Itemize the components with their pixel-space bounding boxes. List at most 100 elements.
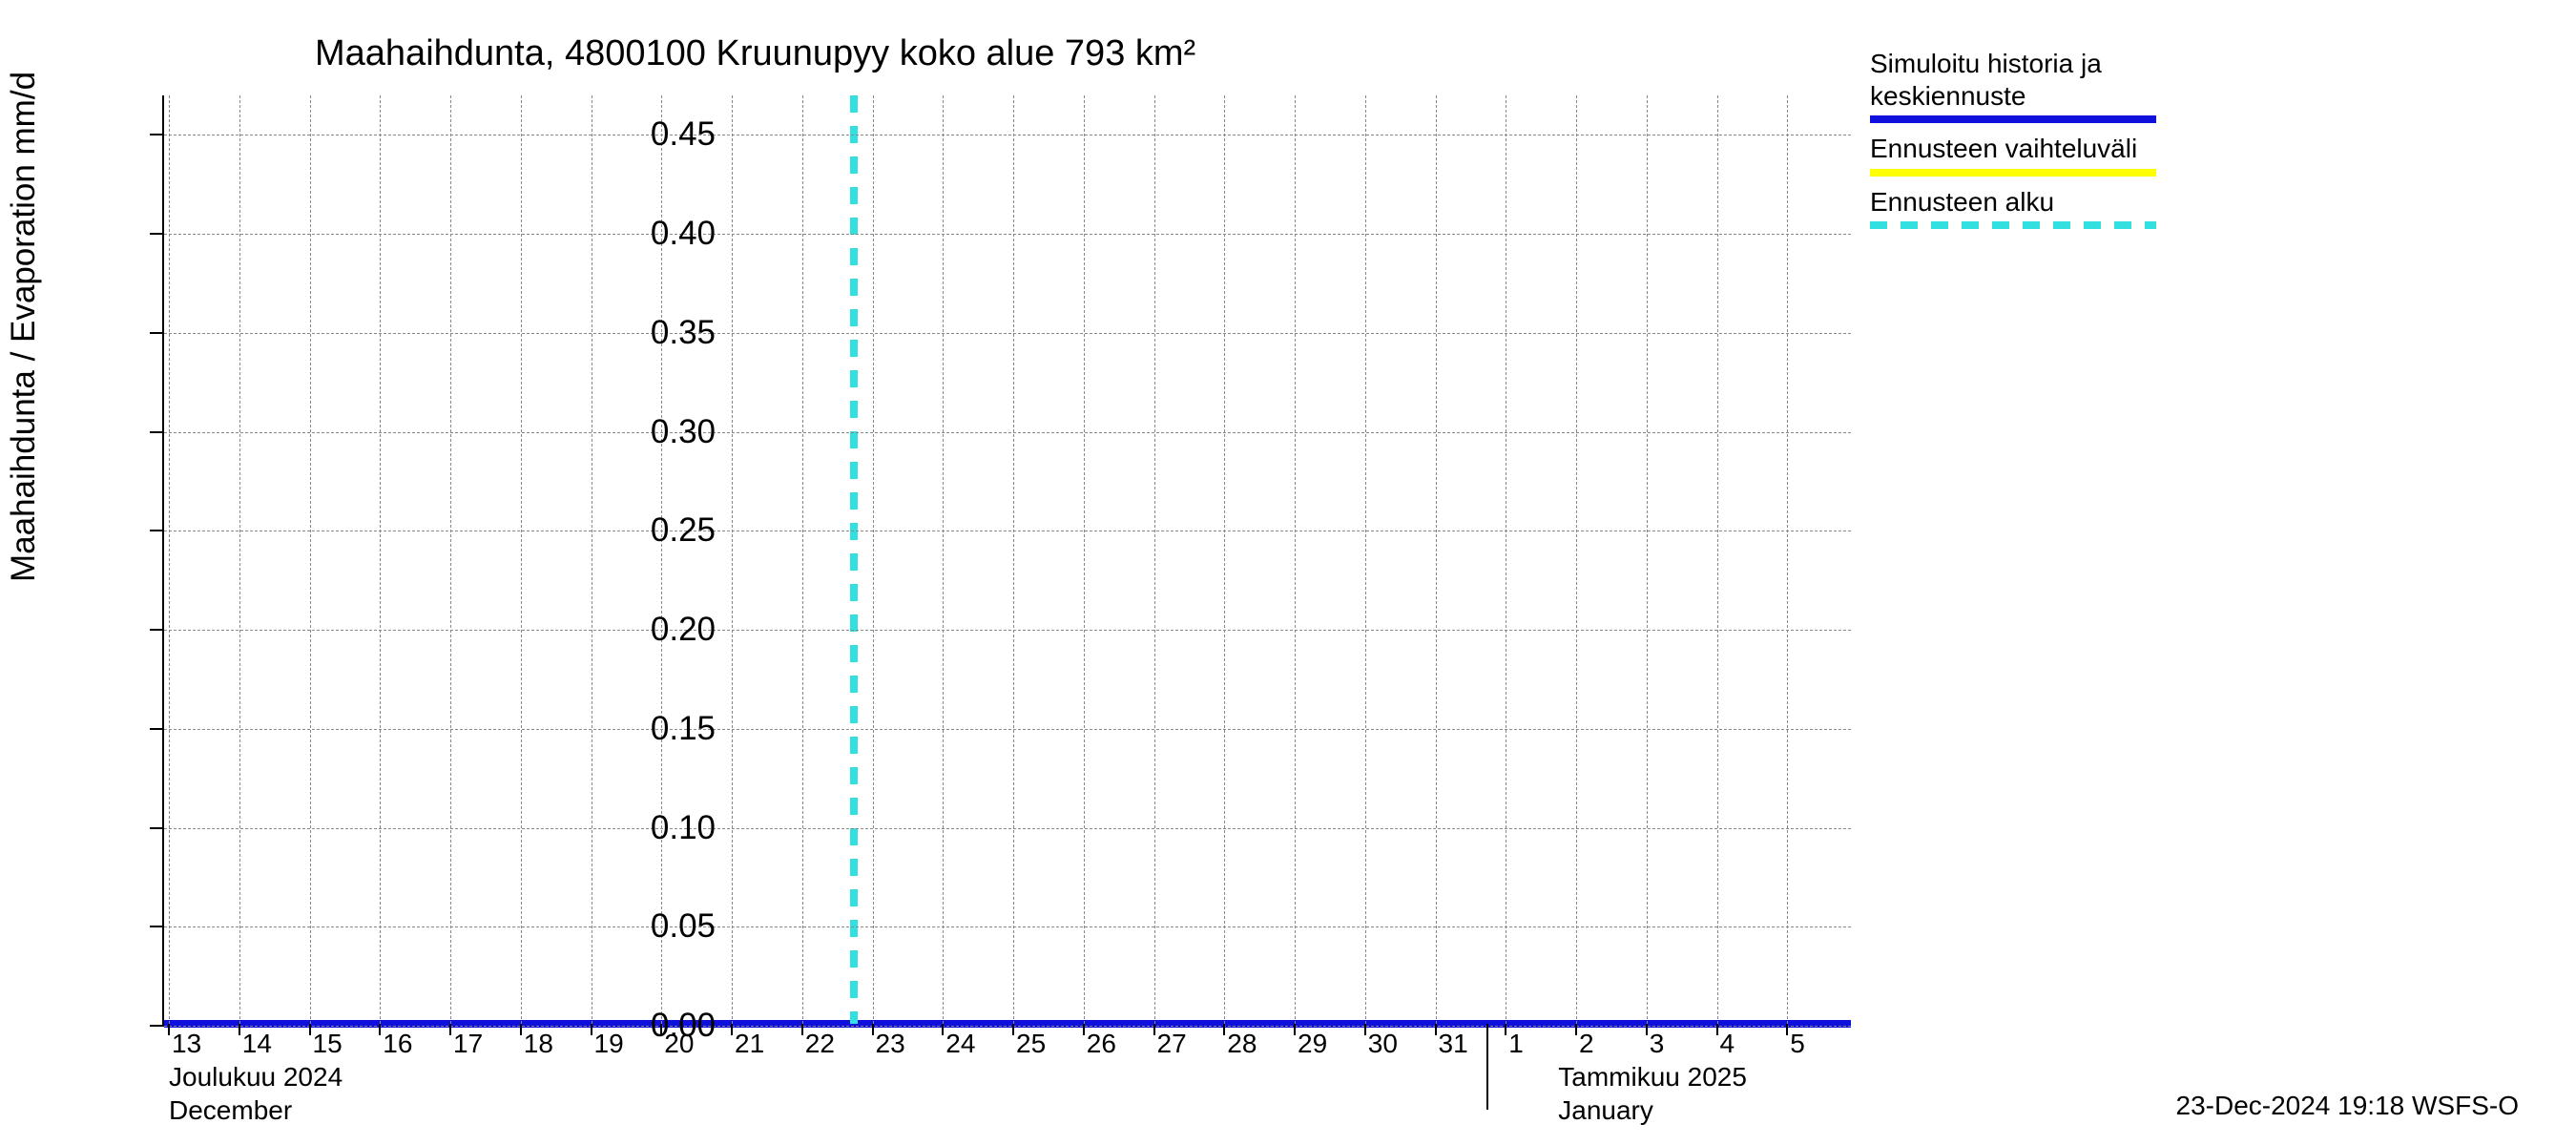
- grid-line-vertical: [1154, 95, 1155, 1024]
- month1-label: Joulukuu 2024: [169, 1062, 343, 1093]
- grid-line-vertical: [1013, 95, 1014, 1024]
- x-tick-mark: [309, 1024, 311, 1035]
- legend-swatch: [1870, 115, 2156, 123]
- legend-text: Ennusteen alku: [1870, 186, 2538, 219]
- x-tick-label: 19: [594, 1029, 624, 1059]
- grid-line-vertical: [1365, 95, 1366, 1024]
- legend-swatch: [1870, 169, 2156, 177]
- grid-line-horizontal: [164, 333, 1851, 334]
- grid-line-vertical: [1576, 95, 1577, 1024]
- grid-line-horizontal: [164, 432, 1851, 433]
- legend-text: keskiennuste: [1870, 80, 2538, 113]
- grid-line-horizontal: [164, 828, 1851, 829]
- y-tick-label: 0.10: [651, 809, 716, 847]
- grid-line-vertical: [380, 95, 381, 1024]
- grid-line-horizontal: [164, 926, 1851, 927]
- month2-label: Tammikuu 2025: [1558, 1062, 1747, 1093]
- x-tick-mark: [1364, 1024, 1366, 1035]
- x-tick-mark: [168, 1024, 170, 1035]
- x-tick-mark: [449, 1024, 451, 1035]
- x-tick-label: 31: [1439, 1029, 1468, 1059]
- x-tick-label: 30: [1368, 1029, 1398, 1059]
- x-tick-mark: [239, 1024, 240, 1035]
- x-tick-mark: [1505, 1024, 1506, 1035]
- grid-line-vertical: [1084, 95, 1085, 1024]
- x-tick-mark: [1435, 1024, 1437, 1035]
- y-tick-mark: [150, 332, 164, 334]
- x-tick-label: 23: [876, 1029, 905, 1059]
- grid-line-vertical: [450, 95, 451, 1024]
- grid-line-vertical: [1295, 95, 1296, 1024]
- x-tick-mark: [591, 1024, 592, 1035]
- x-tick-label: 21: [735, 1029, 764, 1059]
- x-tick-mark: [1012, 1024, 1014, 1035]
- y-axis-label: Maahaihdunta / Evaporation mm/d: [5, 72, 43, 582]
- y-tick-mark: [150, 1025, 164, 1027]
- y-tick-label: 0.20: [651, 611, 716, 649]
- x-tick-mark: [1223, 1024, 1225, 1035]
- x-tick-label: 25: [1016, 1029, 1046, 1059]
- legend-item: Ennusteen alku: [1870, 186, 2538, 230]
- x-tick-label: 26: [1087, 1029, 1116, 1059]
- grid-line-vertical: [873, 95, 874, 1024]
- x-tick-label: 16: [383, 1029, 412, 1059]
- legend-text: Simuloitu historia ja: [1870, 48, 2538, 80]
- x-tick-label: 4: [1720, 1029, 1735, 1059]
- x-tick-mark: [520, 1024, 522, 1035]
- x-tick-label: 14: [242, 1029, 272, 1059]
- grid-line-vertical: [1717, 95, 1718, 1024]
- grid-line-vertical: [943, 95, 944, 1024]
- y-tick-mark: [150, 827, 164, 829]
- x-tick-mark: [801, 1024, 803, 1035]
- x-tick-mark: [1646, 1024, 1648, 1035]
- x-tick-label: 22: [805, 1029, 835, 1059]
- y-tick-label: 0.15: [651, 710, 716, 748]
- legend-item: Simuloitu historia jakeskiennuste: [1870, 48, 2538, 123]
- x-tick-label: 28: [1227, 1029, 1257, 1059]
- y-tick-mark: [150, 134, 164, 135]
- x-tick-label: 17: [453, 1029, 483, 1059]
- y-tick-label: 0.05: [651, 907, 716, 946]
- y-tick-label: 0.30: [651, 413, 716, 451]
- y-tick-mark: [150, 431, 164, 433]
- timestamp: 23-Dec-2024 19:18 WSFS-O: [2176, 1091, 2520, 1121]
- legend-swatch: [1870, 221, 2156, 229]
- grid-line-vertical: [732, 95, 733, 1024]
- x-tick-label: 18: [524, 1029, 553, 1059]
- x-tick-mark: [1575, 1024, 1577, 1035]
- grid-line-vertical: [802, 95, 803, 1024]
- y-tick-label: 0.35: [651, 314, 716, 352]
- plot-area: 1314151617181920212223242526272829303112…: [162, 95, 1851, 1026]
- x-tick-mark: [1786, 1024, 1788, 1035]
- grid-line-horizontal: [164, 729, 1851, 730]
- y-tick-label: 0.00: [651, 1007, 716, 1045]
- legend-item: Ennusteen vaihteluväli: [1870, 133, 2538, 177]
- x-tick-label: 2: [1579, 1029, 1594, 1059]
- grid-line-vertical: [169, 95, 170, 1024]
- grid-line-vertical: [1787, 95, 1788, 1024]
- grid-line-vertical: [1224, 95, 1225, 1024]
- grid-line-horizontal: [164, 234, 1851, 235]
- grid-line-vertical: [1647, 95, 1648, 1024]
- x-tick-mark: [1716, 1024, 1718, 1035]
- x-tick-label: 5: [1790, 1029, 1805, 1059]
- grid-line-horizontal: [164, 1026, 1851, 1027]
- y-tick-mark: [150, 629, 164, 631]
- y-tick-mark: [150, 233, 164, 235]
- y-tick-mark: [150, 530, 164, 531]
- chart-title: Maahaihdunta, 4800100 Kruunupyy koko alu…: [315, 33, 1195, 74]
- y-tick-mark: [150, 728, 164, 730]
- x-tick-label: 15: [313, 1029, 343, 1059]
- grid-line-vertical: [310, 95, 311, 1024]
- month2-label2: January: [1558, 1095, 1653, 1126]
- month1-label2: December: [169, 1095, 292, 1126]
- y-tick-label: 0.25: [651, 511, 716, 550]
- grid-line-vertical: [239, 95, 240, 1024]
- grid-line-horizontal: [164, 630, 1851, 631]
- x-tick-mark: [731, 1024, 733, 1035]
- x-tick-mark: [1294, 1024, 1296, 1035]
- legend-text: Ennusteen vaihteluväli: [1870, 133, 2538, 165]
- x-tick-mark: [379, 1024, 381, 1035]
- x-tick-label: 13: [172, 1029, 201, 1059]
- grid-line-vertical: [521, 95, 522, 1024]
